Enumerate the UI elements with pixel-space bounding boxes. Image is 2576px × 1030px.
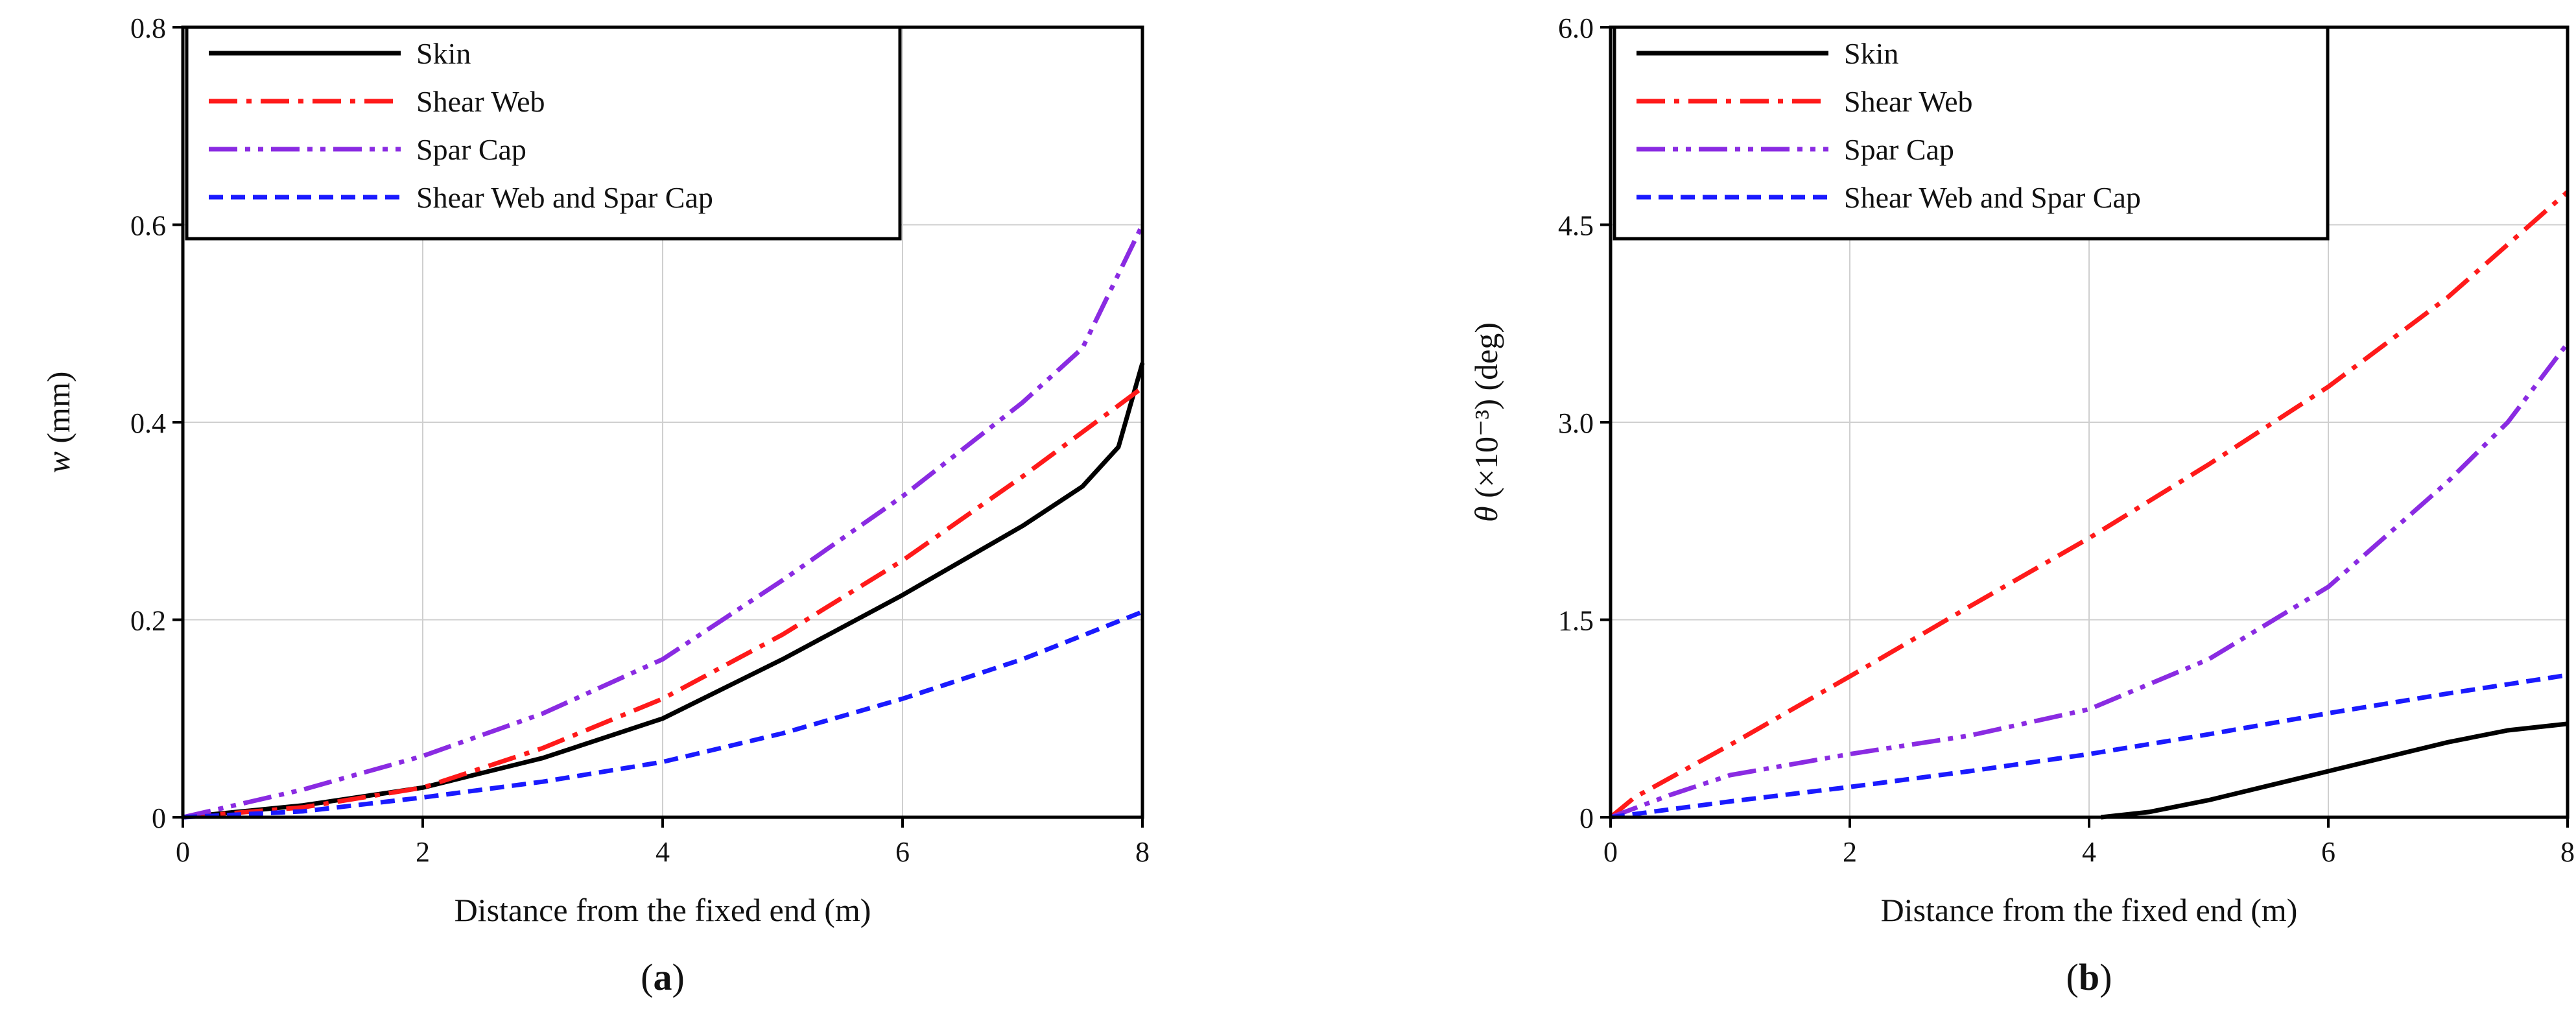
series-line-shear-web [1609,190,2570,819]
legend-box [185,25,902,241]
legend-label: Shear Web and Spar Cap [1844,181,2141,214]
legend-label: Shear Web [416,85,545,118]
y-tick-label: 0 [152,802,166,834]
x-tick-label: 4 [2082,836,2096,868]
x-axis-label: Distance from the fixed end (m) [455,892,871,928]
legend-label: Shear Web and Spar Cap [416,181,713,214]
panel-label: (a) [641,956,685,998]
x-tick-label: 6 [895,836,910,868]
legend-label: Skin [416,37,471,70]
legend: Skin Shear Web Spar Cap Shear Web and Spar … [1613,25,2330,241]
x-tick-label: 8 [1135,836,1150,868]
series-line-skin [2101,721,2568,820]
x-tick-label: 8 [2560,836,2575,868]
y-tick-label: 6.0 [1558,12,1594,44]
series-line-shear-web-and-spar-cap [1610,673,2568,820]
axis-ticks: 0 2 4 6 8 0 1.5 3.0 4.5 6.0 [1558,12,2575,868]
y-tick-label: 0.4 [130,407,166,439]
chart-panel-a: 0 2 4 6 8 0 0.2 0.4 0.6 0.8 Skin Shear Web Spar Cap… [40,12,1150,998]
x-tick-label: 6 [2321,836,2335,868]
chart-panel-b: 0 2 4 6 8 0 1.5 3.0 4.5 6.0 Skin Shear Web Spar Cap… [1468,12,2575,998]
y-axis-label: w (mm) [40,372,77,473]
axis-ticks: 0 2 4 6 8 0 0.2 0.4 0.6 0.8 [130,12,1150,868]
y-tick-label: 0 [1579,802,1594,834]
legend-label: Spar Cap [416,133,526,166]
x-tick-label: 4 [656,836,670,868]
y-tick-label: 4.5 [1558,210,1594,242]
series-line-shear-web-and-spar-cap [182,610,1144,820]
legend-label: Skin [1844,37,1898,70]
y-tick-label: 3.0 [1558,407,1594,439]
series-lines [182,223,1145,820]
y-tick-label: 0.8 [130,12,166,44]
series-line-shear-web [182,385,1144,820]
series-line-spar-cap [182,223,1145,820]
x-tick-label: 0 [1603,836,1618,868]
y-tick-label: 0.2 [130,605,166,637]
series-lines [1609,190,2570,820]
legend: Skin Shear Web Spar Cap Shear Web and Spar … [185,25,902,241]
y-tick-label: 1.5 [1558,605,1594,637]
x-tick-label: 0 [176,836,190,868]
panel-label: (b) [2066,956,2112,998]
series-line-spar-cap [1609,342,2570,820]
x-axis-label: Distance from the fixed end (m) [1881,892,2298,928]
legend-label: Spar Cap [1844,133,1954,166]
x-tick-label: 2 [1843,836,1857,868]
y-axis-label: θ (×10⁻³) (deg) [1468,322,1504,522]
x-tick-label: 2 [416,836,430,868]
y-tick-label: 0.6 [130,210,166,242]
series-line-skin [182,362,1145,820]
legend-box [1613,25,2330,241]
legend-label: Shear Web [1844,85,1973,118]
